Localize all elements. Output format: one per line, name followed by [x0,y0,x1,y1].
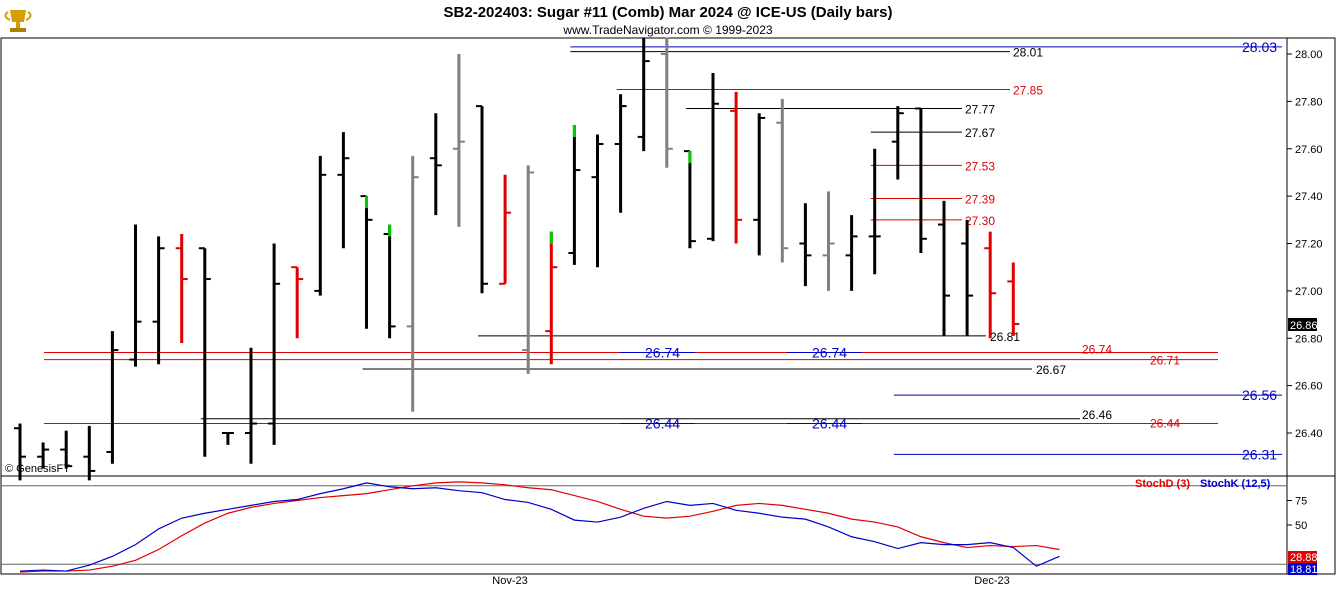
level-label: 27.85 [1013,84,1043,98]
mid-level-label: 26.74 [645,344,680,360]
level-label: 27.30 [965,214,995,228]
legend-stoch-k: StochK (12,5) [1200,478,1271,490]
logo-icon [4,10,32,32]
price-y-tick-label: 26.80 [1295,333,1323,345]
last-price-badge: 26.86 [1288,318,1318,332]
legend-stoch-d: StochD (3) [1135,478,1190,490]
level-label: 27.67 [965,126,995,140]
level-label: 27.53 [965,159,995,173]
mid-level-labels: 26.74 26.74 26.44 26.44 [620,344,862,432]
chart-subtitle: www.TradeNavigator.com © 1999-2023 [562,23,772,37]
mid-level-label: 26.74 [812,344,847,360]
price-y-tick-label: 27.40 [1295,191,1323,203]
stoch-y-axis: 75 50 [1287,496,1307,532]
price-bars [14,37,1020,481]
price-y-axis: 28.00 27.80 27.60 27.40 27.20 27.00 26.80 26.60… [1287,49,1323,440]
level-label: 26.67 [1036,363,1066,377]
price-y-tick-label: 27.60 [1295,144,1323,156]
stoch-d-badge: 28.88 [1288,551,1318,564]
price-y-tick-label: 26.40 [1295,428,1323,440]
price-y-tick-label: 27.80 [1295,96,1323,108]
chart-title: SB2-202403: Sugar #11 (Comb) Mar 2024 @ … [444,4,893,21]
price-y-tick-label: 26.60 [1295,381,1323,393]
x-tick-dec: Dec-23 [974,575,1009,587]
price-y-tick-label: 27.00 [1295,286,1323,298]
level-label: 26.31 [1242,446,1277,462]
level-label: 26.74 [1082,342,1112,356]
credit-text: © GenesisFT [5,463,70,475]
price-y-tick-label: 27.20 [1295,239,1323,251]
stoch-y-tick-label: 75 [1295,496,1307,508]
level-label: 26.44 [1150,417,1180,431]
stoch-y-tick-label: 50 [1295,520,1307,532]
level-label: 28.01 [1013,46,1043,60]
x-tick-nov: Nov-23 [492,575,527,587]
level-label: 28.03 [1242,39,1277,55]
mid-level-label: 26.44 [645,416,680,432]
level-label: 26.81 [990,330,1020,344]
last-price-badge-text: 26.86 [1290,320,1318,332]
level-label: 26.46 [1082,408,1112,422]
stoch-k-line [19,482,1060,572]
stoch-k-badge: 18.81 [1288,563,1318,576]
level-label: 26.56 [1242,387,1277,403]
level-label: 26.71 [1150,354,1180,368]
stoch-panel-frame [0,475,1288,575]
stoch-d-line [19,481,1060,573]
level-lines: 28.03 28.01 27.85 27.77 27.67 27.53 27.39 27.30… [44,39,1282,462]
stoch-d-badge-text: 28.88 [1290,552,1318,564]
stoch-k-badge-text: 18.81 [1290,564,1318,576]
stoch-lines [1,481,1287,573]
price-y-tick-label: 28.00 [1295,49,1323,61]
level-label: 27.39 [965,192,995,206]
mid-level-label: 26.44 [812,416,847,432]
level-label: 27.77 [965,102,995,116]
